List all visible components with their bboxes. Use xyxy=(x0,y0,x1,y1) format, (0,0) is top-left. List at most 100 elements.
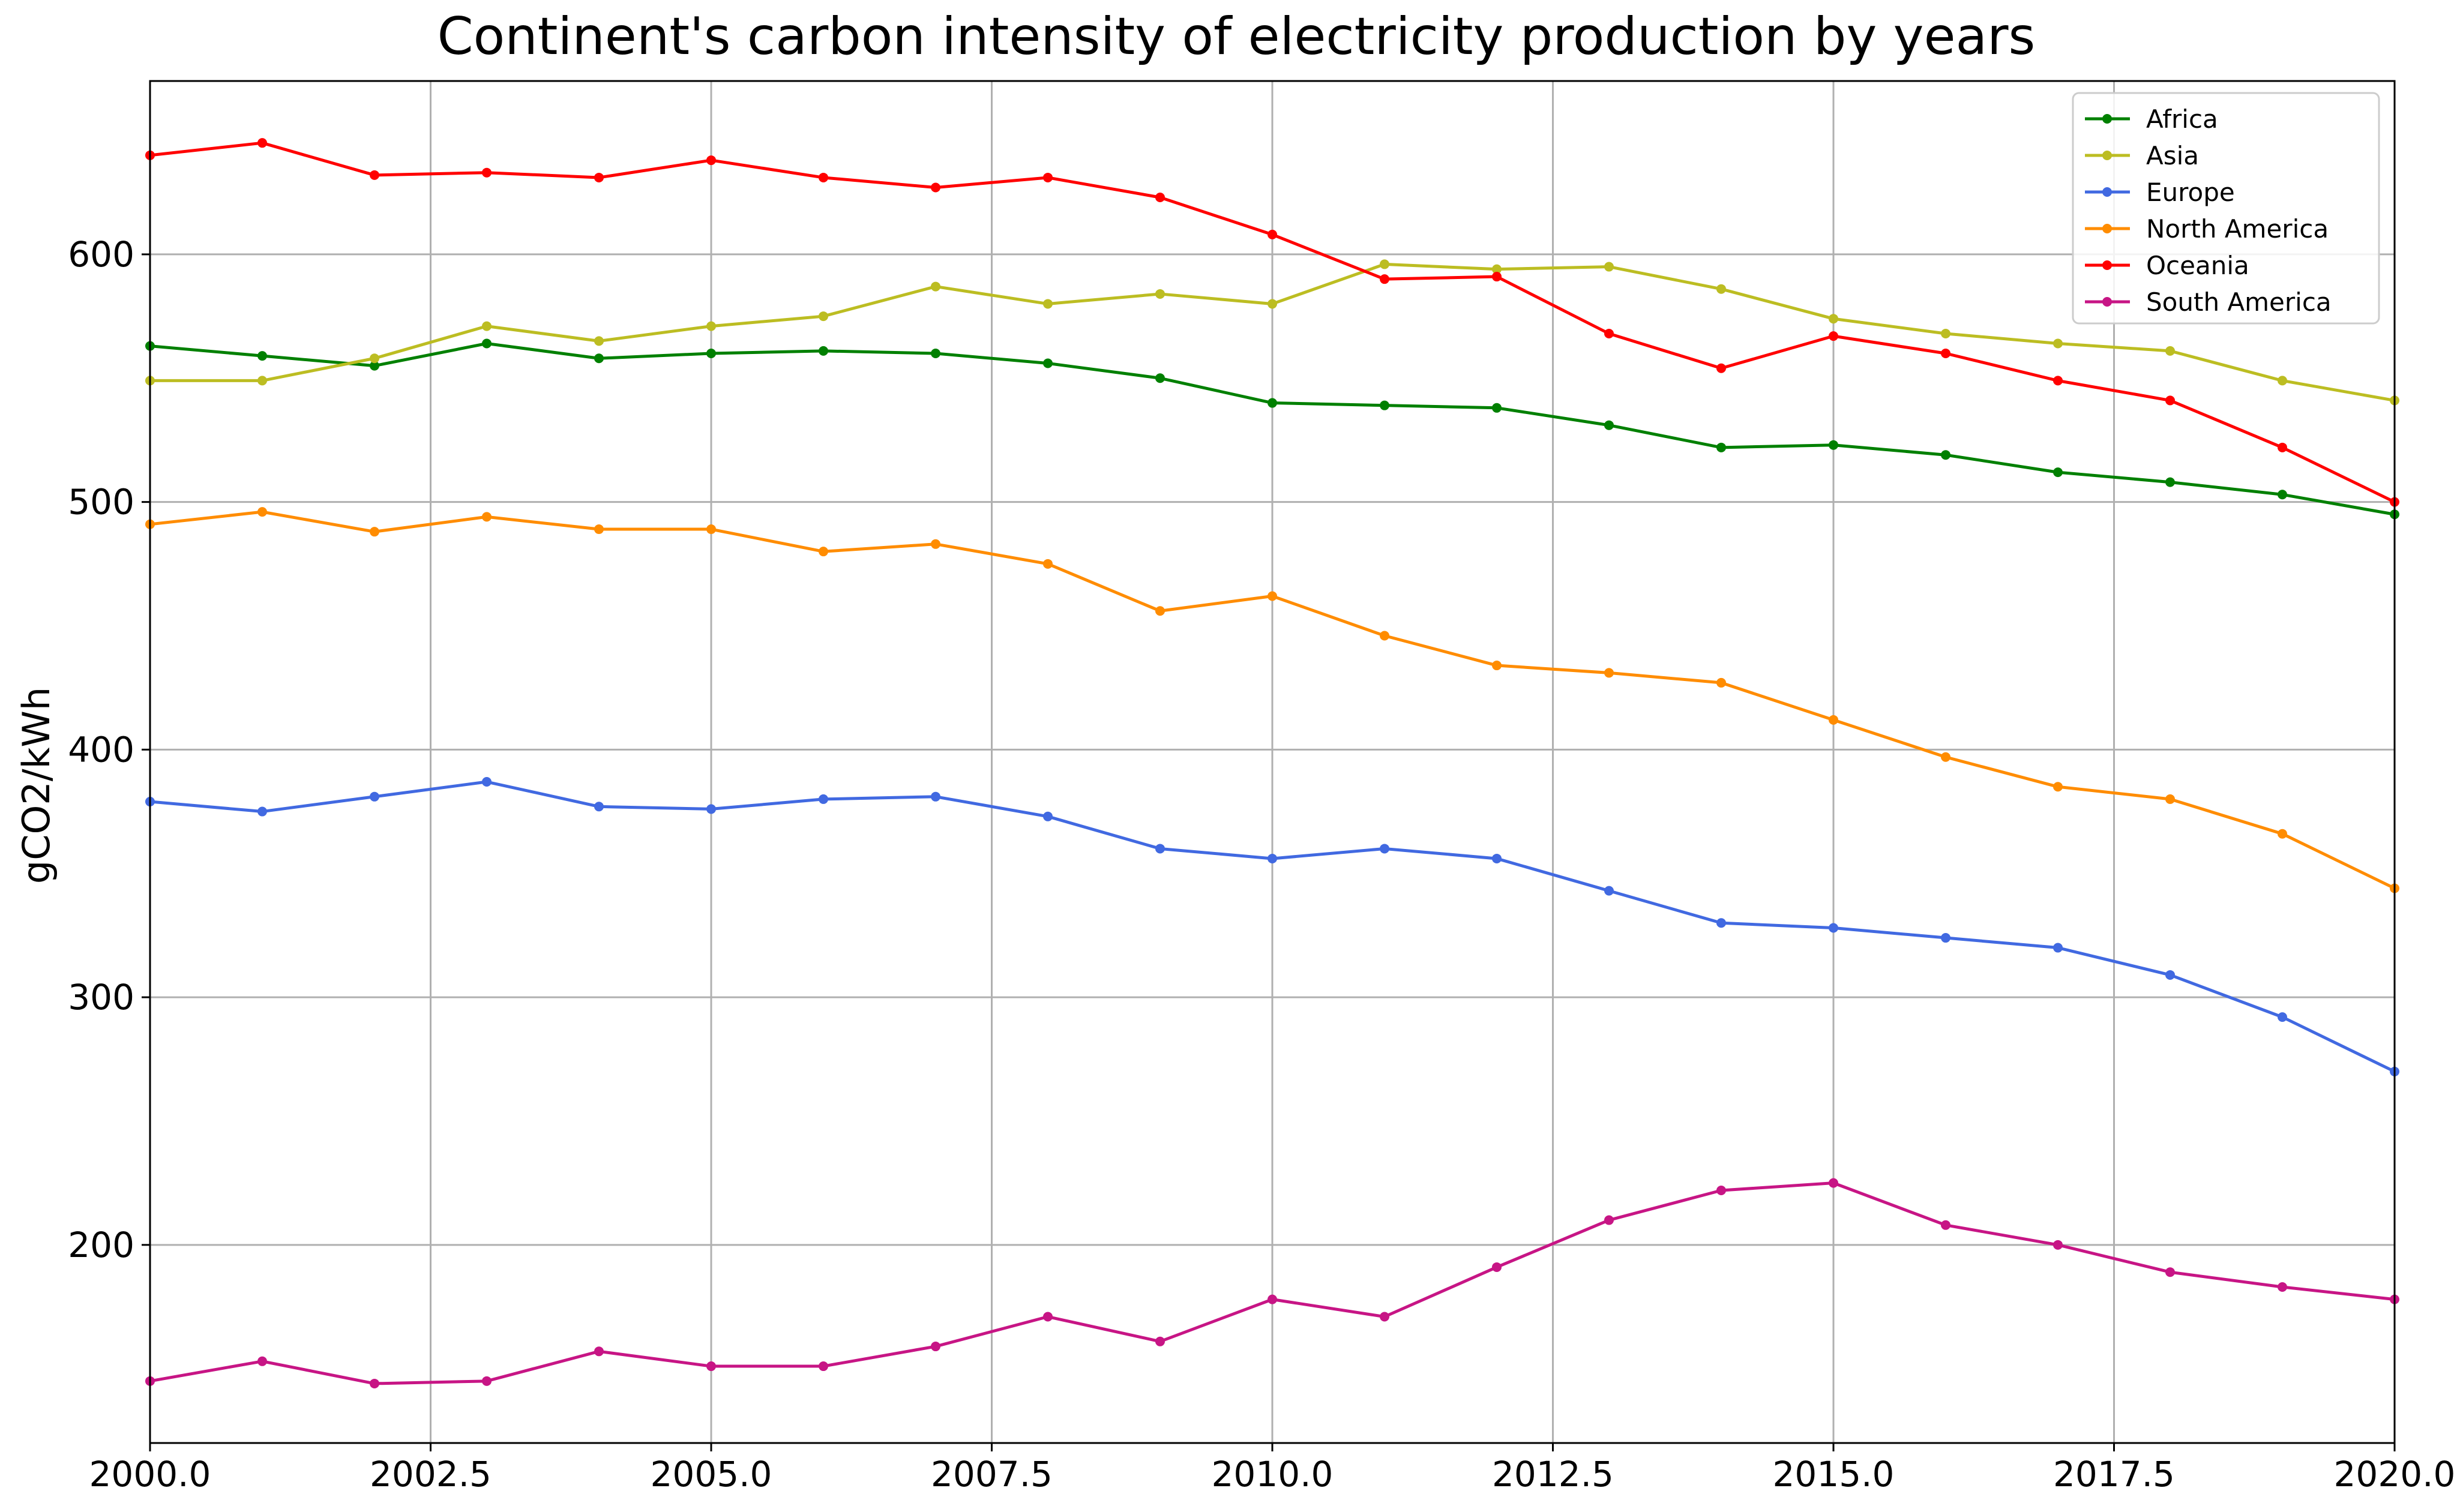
x-axis-ticks: 2000.0 2002.5 2005.0 2007.5 2010.0 2012.5 2015… xyxy=(89,1443,2455,1495)
legend-item-asia: Asia xyxy=(2085,141,2199,170)
data-point-africa xyxy=(1604,420,1614,430)
data-point-asia xyxy=(1604,262,1614,272)
data-point-south-america xyxy=(819,1361,828,1372)
x-tick-label: 2015.0 xyxy=(1773,1454,1895,1495)
data-point-south-america xyxy=(706,1361,716,1372)
data-point-south-america xyxy=(370,1378,379,1388)
data-point-oceania xyxy=(482,167,492,178)
data-point-africa xyxy=(2278,490,2287,500)
data-point-europe xyxy=(819,794,828,804)
data-point-oceania xyxy=(1941,349,1950,358)
data-point-asia xyxy=(1492,264,1502,274)
data-point-north-america xyxy=(1155,606,1165,616)
data-point-oceania xyxy=(1043,172,1053,182)
legend: Africa Asia Europe North America Oceania Sout… xyxy=(2072,92,2380,325)
data-point-oceania xyxy=(2165,395,2175,406)
data-point-africa xyxy=(931,349,940,358)
data-point-oceania xyxy=(1604,328,1614,338)
data-point-north-america xyxy=(1604,668,1614,678)
y-axis-ticks: 200 300 400 500 600 xyxy=(68,234,150,1265)
data-point-europe xyxy=(1492,853,1502,863)
data-point-europe xyxy=(482,777,492,787)
data-point-south-america xyxy=(1155,1336,1165,1346)
data-point-south-america xyxy=(931,1342,940,1352)
data-point-europe xyxy=(1155,844,1165,854)
data-point-north-america xyxy=(1492,661,1502,671)
data-point-asia xyxy=(1716,284,1726,294)
data-point-north-america xyxy=(1829,715,1838,725)
data-point-europe xyxy=(1716,918,1726,928)
x-tick-label: 2010.0 xyxy=(1212,1454,1334,1495)
y-axis-label: gCO2/kWh xyxy=(14,687,58,884)
data-point-asia xyxy=(706,321,716,331)
data-point-south-america xyxy=(594,1346,604,1357)
x-tick-label: 2000.0 xyxy=(89,1454,211,1495)
data-point-south-america xyxy=(2165,1267,2175,1277)
chart-title: Continent's carbon intensity of electric… xyxy=(438,7,2036,67)
data-point-asia xyxy=(1043,299,1053,309)
legend-swatch-marker xyxy=(2102,114,2112,124)
data-point-south-america xyxy=(2278,1282,2287,1292)
data-point-asia xyxy=(1155,289,1165,299)
data-point-north-america xyxy=(1380,631,1389,641)
data-point-south-america xyxy=(1941,1220,1950,1230)
data-point-oceania xyxy=(1268,229,1277,239)
series-lines xyxy=(145,138,2399,1388)
series-africa xyxy=(145,338,2399,520)
data-point-asia xyxy=(1941,328,1950,338)
data-point-oceania xyxy=(1492,272,1502,282)
data-point-asia xyxy=(257,376,267,386)
x-tick-label: 2002.5 xyxy=(370,1454,492,1495)
series-oceania xyxy=(145,138,2399,507)
x-tick-label: 2007.5 xyxy=(931,1454,1053,1495)
data-point-africa xyxy=(370,361,379,371)
data-point-africa xyxy=(1155,373,1165,383)
data-point-africa xyxy=(819,346,828,356)
data-point-africa xyxy=(706,349,716,358)
data-point-south-america xyxy=(1268,1294,1277,1304)
data-point-africa xyxy=(1380,400,1389,410)
data-point-asia xyxy=(2165,346,2175,356)
legend-item-africa: Africa xyxy=(2085,104,2218,134)
data-point-north-america xyxy=(706,524,716,535)
data-point-asia xyxy=(594,336,604,346)
legend-item-south-america: South America xyxy=(2085,287,2332,317)
data-point-north-america xyxy=(931,539,940,549)
y-tick-label: 500 xyxy=(68,482,134,523)
data-point-oceania xyxy=(819,172,828,182)
data-point-europe xyxy=(1380,844,1389,854)
data-point-north-america xyxy=(2278,829,2287,839)
data-point-oceania xyxy=(257,138,267,148)
data-point-south-america xyxy=(1604,1215,1614,1225)
data-point-africa xyxy=(1492,403,1502,413)
data-point-oceania xyxy=(706,155,716,166)
data-point-europe xyxy=(2053,943,2063,953)
y-tick-label: 600 xyxy=(68,234,134,275)
data-point-north-america xyxy=(594,524,604,535)
data-point-south-america xyxy=(1492,1262,1502,1272)
data-point-south-america xyxy=(482,1376,492,1386)
data-point-south-america xyxy=(1043,1312,1053,1322)
legend-swatch-marker xyxy=(2102,260,2112,270)
data-point-north-america xyxy=(257,507,267,517)
data-point-south-america xyxy=(1380,1312,1389,1322)
x-tick-label: 2012.5 xyxy=(1492,1454,1614,1495)
data-point-south-america xyxy=(2053,1240,2063,1250)
data-point-oceania xyxy=(1716,363,1726,373)
data-point-africa xyxy=(1716,442,1726,452)
legend-item-europe: Europe xyxy=(2085,178,2235,207)
data-point-africa xyxy=(1043,358,1053,368)
data-point-oceania xyxy=(931,182,940,193)
legend-label: Asia xyxy=(2146,141,2199,170)
data-point-asia xyxy=(1380,259,1389,269)
legend-label: South America xyxy=(2146,287,2332,317)
data-point-north-america xyxy=(1716,677,1726,688)
data-point-africa xyxy=(2165,477,2175,487)
data-point-africa xyxy=(1268,398,1277,408)
data-point-north-america xyxy=(1941,752,1950,762)
legend-label: Africa xyxy=(2146,104,2218,134)
legend-label: North America xyxy=(2146,214,2329,244)
data-point-oceania xyxy=(2278,442,2287,452)
